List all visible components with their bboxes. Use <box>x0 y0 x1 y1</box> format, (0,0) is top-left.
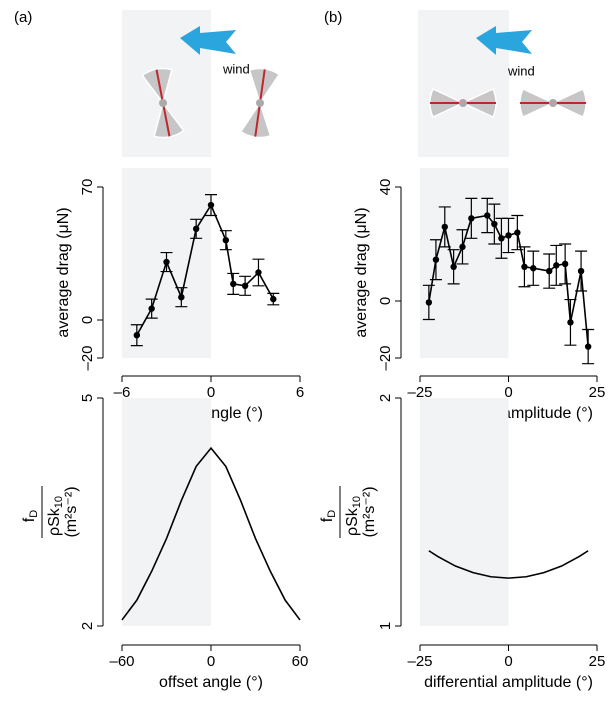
y-label-units: (m²s⁻²) <box>63 486 80 537</box>
shade <box>122 398 211 626</box>
data-point <box>207 201 215 209</box>
x-tick-label: 0 <box>504 384 512 401</box>
x-tick-label: 60 <box>292 653 309 670</box>
y-label-subscript: 10 <box>53 496 65 508</box>
data-point <box>148 305 155 312</box>
data-point <box>255 269 262 276</box>
data-point <box>498 235 505 242</box>
panel-label: (b) <box>324 9 342 26</box>
y-tick-label: 70 <box>79 179 96 196</box>
data-point <box>514 229 521 236</box>
x-tick-label: 0 <box>207 653 215 670</box>
y-tick-label: 2 <box>79 622 96 630</box>
y-axis-label: fD ρSk10(m²s⁻²) <box>319 486 378 538</box>
y-tick-label: 0 <box>79 316 96 324</box>
y-label-numerator: fD <box>319 510 338 522</box>
y-label-numerator: fD <box>21 510 40 522</box>
data-point <box>192 225 200 232</box>
y-label-text: f <box>21 517 38 522</box>
data-point <box>553 262 560 269</box>
data-point <box>222 237 230 244</box>
data-point <box>425 299 433 306</box>
y-tick-label: 5 <box>79 394 96 402</box>
data-point <box>230 280 237 288</box>
data-point <box>270 295 277 303</box>
data-point <box>133 332 141 339</box>
y-label-subscript: D <box>28 510 40 518</box>
data-point <box>577 267 585 275</box>
panel-label: (a) <box>14 9 32 26</box>
wing <box>141 67 185 139</box>
y-label-subscript: D <box>326 510 338 518</box>
wind-label: wind <box>507 63 535 78</box>
wind-label: wind <box>222 61 250 76</box>
data-point <box>241 282 249 289</box>
x-tick-label: 0 <box>504 653 512 670</box>
y-tick-label: 1 <box>377 622 394 630</box>
data-point <box>546 267 553 275</box>
data-point <box>459 243 466 251</box>
x-tick-label: –25 <box>407 653 432 670</box>
data-point <box>484 212 491 219</box>
data-point <box>491 220 498 228</box>
data-point <box>530 265 537 272</box>
x-tick-label: 6 <box>296 384 304 401</box>
y-label-denominator: ρSk10 <box>344 496 363 536</box>
wind-arrow <box>180 26 236 55</box>
x-tick-label: –25 <box>407 384 432 401</box>
data-point <box>468 215 475 222</box>
y-axis-label: fD ρSk10(m²s⁻²) <box>21 486 80 538</box>
data-point <box>505 232 512 239</box>
x-axis-label: offset angle (°) <box>159 674 263 691</box>
data-line <box>428 550 589 579</box>
y-label-denominator: ρSk10 <box>46 496 65 536</box>
shade <box>420 398 509 626</box>
y-label-text: f <box>319 517 336 522</box>
wing <box>429 88 497 118</box>
wing <box>519 88 587 118</box>
y-label-units: (m²s⁻²) <box>361 486 378 537</box>
diagram-a: (a) wind <box>14 9 281 157</box>
x-tick-label: –6 <box>114 384 131 401</box>
y-tick-label: 2 <box>377 394 394 402</box>
wing <box>239 67 281 139</box>
x-axis-label: differential amplitude (°) <box>424 674 593 691</box>
y-tick-label: –20 <box>377 345 394 370</box>
data-point <box>567 319 574 326</box>
wind-arrow <box>476 26 532 55</box>
data-point <box>441 223 448 231</box>
data-point <box>450 263 457 270</box>
x-tick-label: –60 <box>109 653 134 670</box>
y-tick-label: 40 <box>377 179 394 196</box>
y-axis-label: average drag (μN) <box>55 207 72 337</box>
x-tick-label: 25 <box>589 653 606 670</box>
data-point <box>163 258 170 266</box>
data-point <box>521 263 528 270</box>
y-tick-label: –20 <box>79 345 96 370</box>
x-tick-label: 25 <box>589 384 606 401</box>
y-label-text: ρSk <box>46 507 63 536</box>
data-line <box>121 446 301 621</box>
y-label-text: ρSk <box>344 507 361 536</box>
y-label-subscript: 10 <box>351 496 363 508</box>
data-point <box>584 343 592 350</box>
shade <box>420 168 509 358</box>
data-point <box>561 260 569 268</box>
x-tick-label: 0 <box>207 384 215 401</box>
data-point <box>178 294 185 301</box>
diagram-b: (b) wind <box>324 9 587 157</box>
data-point <box>432 256 440 263</box>
y-axis-label: average drag (μN) <box>353 207 370 337</box>
y-tick-label: 0 <box>377 297 394 305</box>
